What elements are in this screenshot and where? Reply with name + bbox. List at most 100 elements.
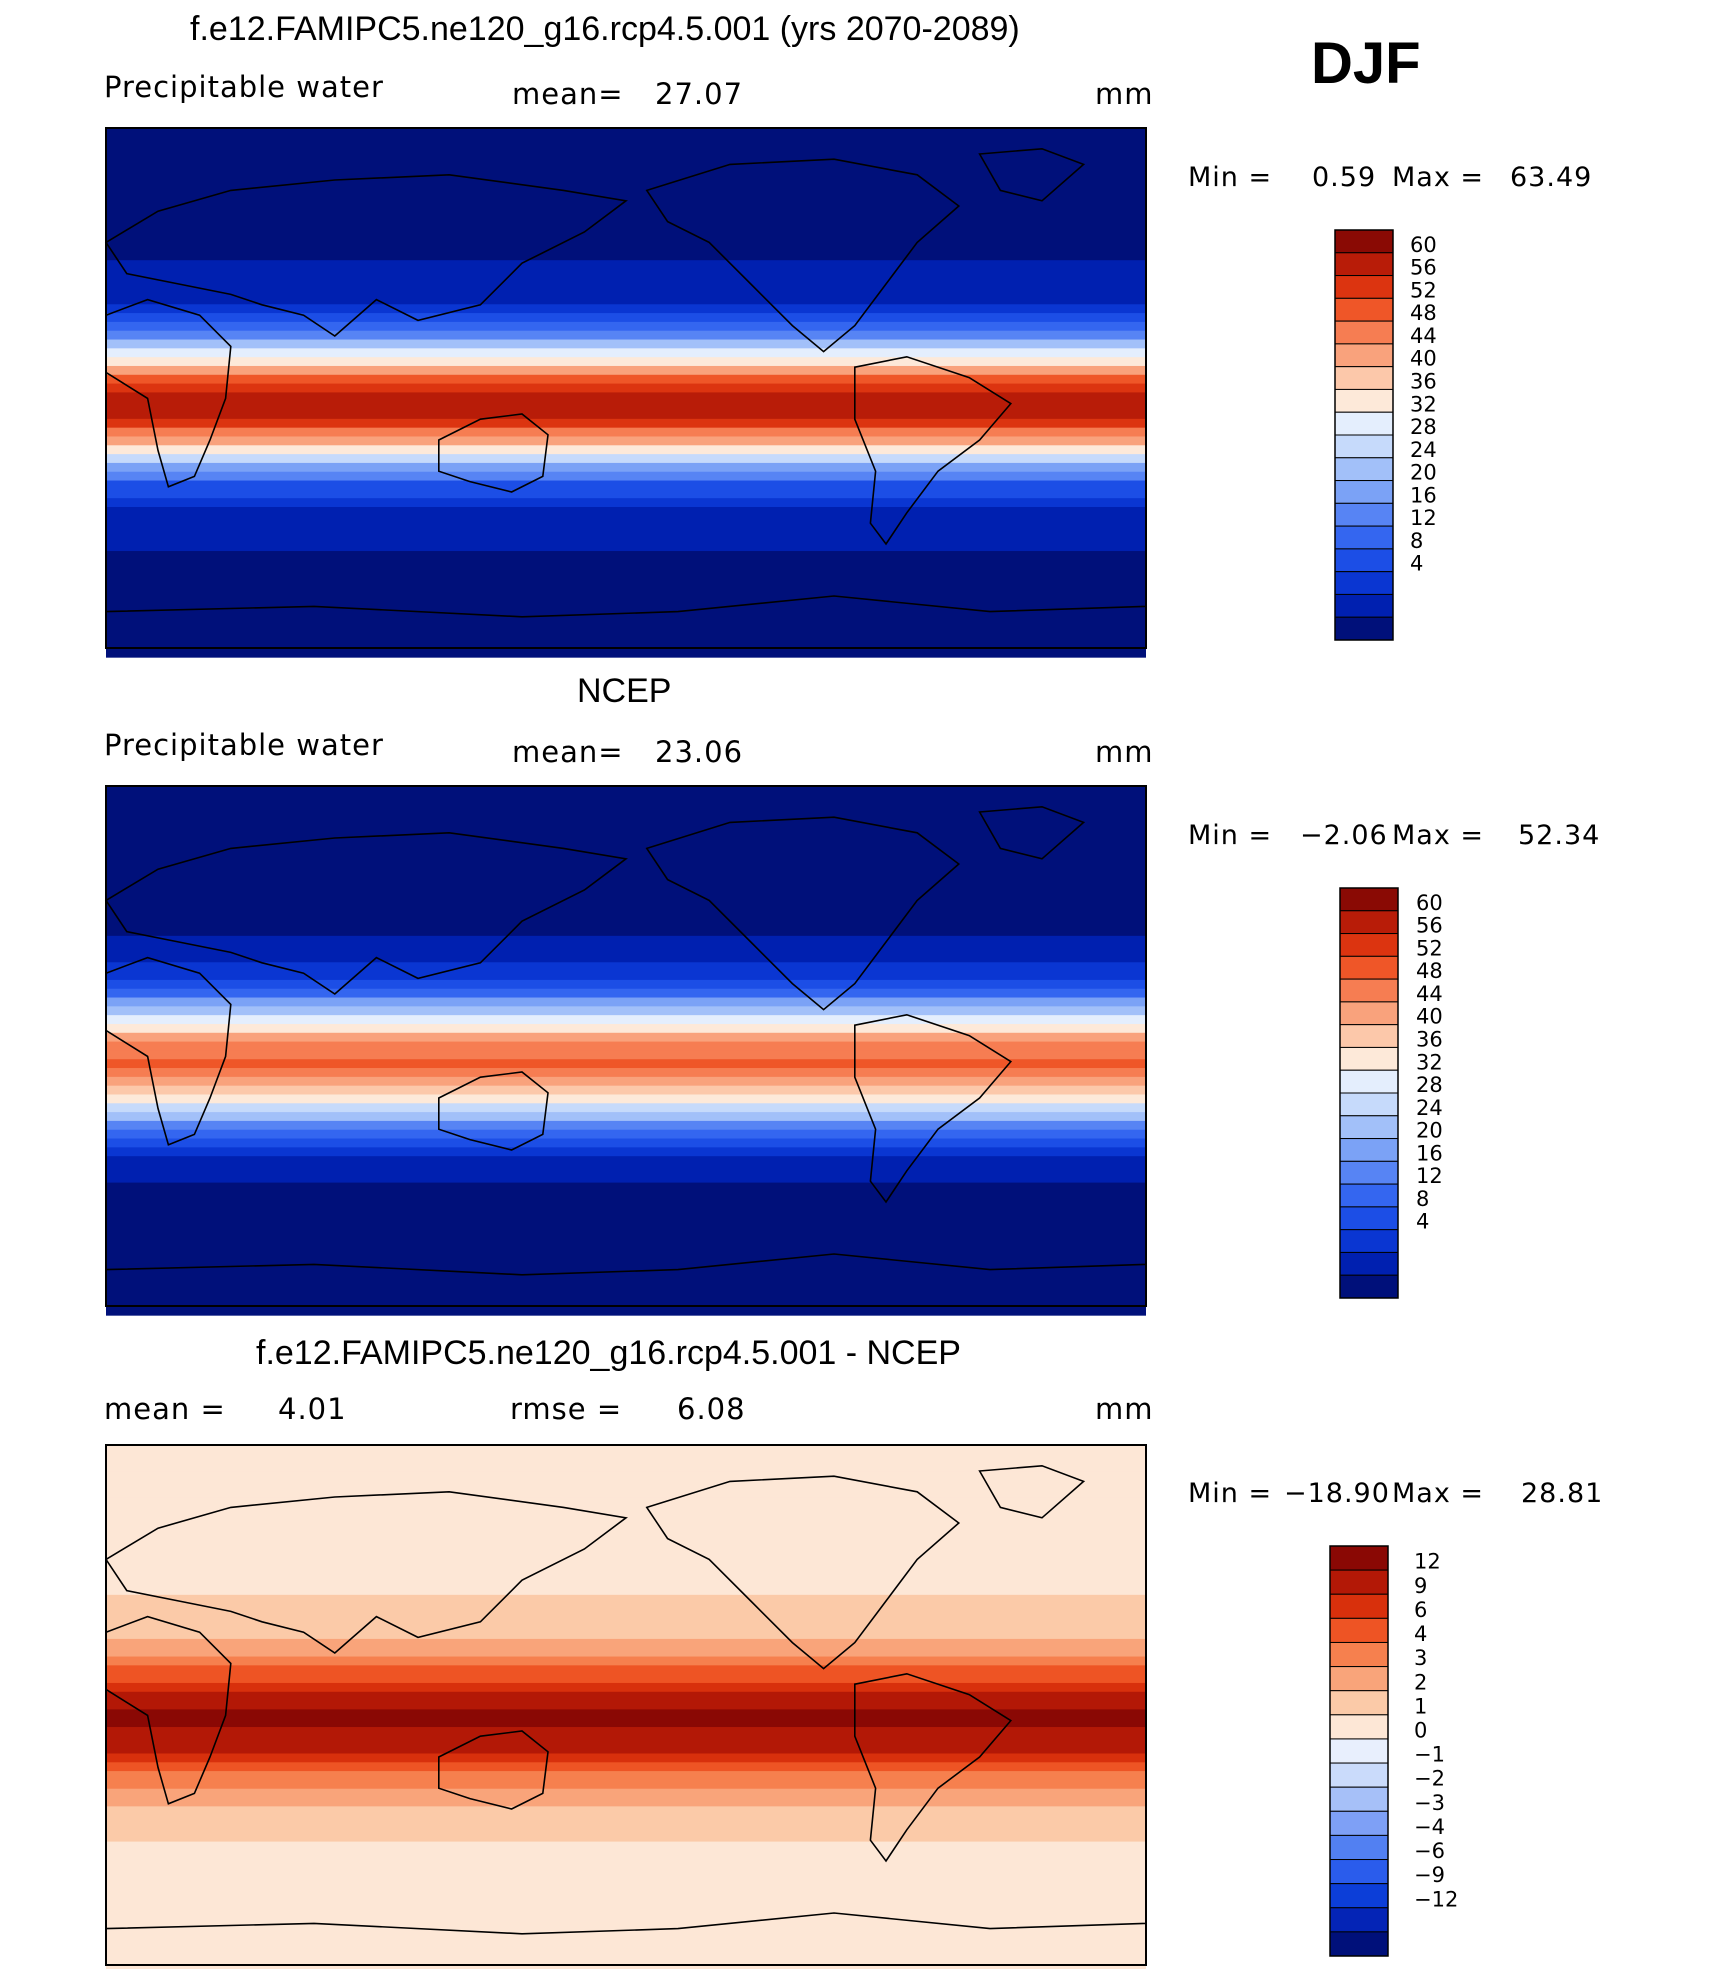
colorbar-tick-label: 40	[1416, 1005, 1443, 1029]
map-band	[106, 269, 1146, 279]
map-band	[106, 542, 1146, 552]
panel2-title: NCEP	[577, 672, 672, 710]
colorbar-cell	[1329, 1714, 1389, 1740]
colorbar-cell	[1339, 887, 1399, 912]
map-band	[106, 180, 1146, 191]
colorbar-tick-label: 20	[1410, 461, 1437, 485]
colorbar-tick-label: 32	[1410, 392, 1437, 416]
panel1-max-label: Max =	[1392, 162, 1485, 193]
colorbar-tick-label: 1	[1414, 1694, 1427, 1718]
map-band	[106, 524, 1146, 535]
panel1-title: f.e12.FAMIPC5.ne120_g16.rcp4.5.001 (yrs …	[190, 10, 1020, 48]
map-band	[106, 1226, 1146, 1237]
map-band	[106, 1903, 1146, 1913]
map-band	[106, 445, 1146, 455]
panel3-max-value: 28.81	[1521, 1478, 1604, 1509]
map-band	[106, 392, 1146, 403]
panel3-rmse-label: rmse =	[510, 1392, 623, 1426]
colorbar-tick-label: −4	[1414, 1815, 1445, 1839]
map-band	[106, 612, 1146, 623]
map-band	[106, 154, 1146, 165]
colorbar-cell	[1334, 457, 1394, 482]
map-band	[106, 1120, 1146, 1131]
colorbar-frame	[1334, 229, 1394, 641]
colorbar-tick-label: 36	[1410, 369, 1437, 393]
colorbar-cell	[1329, 1883, 1389, 1909]
map-band	[106, 1779, 1146, 1790]
colorbar-cell	[1334, 320, 1394, 345]
coastline	[645, 158, 961, 353]
colorbar-tick-label: 44	[1416, 982, 1443, 1006]
colorbar-cell	[1334, 434, 1394, 459]
map-band	[106, 1859, 1146, 1869]
colorbar-cell	[1334, 388, 1394, 413]
colorbar-cell	[1339, 910, 1399, 935]
colorbar-tick-label: 0	[1414, 1719, 1427, 1743]
map-band	[106, 1506, 1146, 1517]
map-band	[106, 136, 1146, 147]
colorbar-tick-label: 6	[1414, 1598, 1427, 1622]
map-band	[106, 436, 1146, 447]
map-band	[106, 1445, 1146, 1455]
colorbar-cell	[1329, 1593, 1389, 1619]
map-band	[106, 586, 1146, 596]
map-band	[106, 233, 1146, 244]
map-band	[106, 812, 1146, 823]
map-band	[106, 551, 1146, 561]
colorbar-cell	[1329, 1738, 1389, 1764]
colorbar-tick-label: 4	[1410, 552, 1423, 576]
panel3-min-value: −18.90	[1284, 1478, 1390, 1509]
coastline	[105, 1912, 1147, 1935]
colorbar-tick-label: −9	[1414, 1863, 1445, 1887]
map-band	[106, 462, 1146, 473]
map-band	[106, 321, 1146, 332]
map-band	[106, 1665, 1146, 1676]
map-band	[106, 979, 1146, 990]
panel3-max-label: Max =	[1392, 1478, 1485, 1509]
map-band	[106, 198, 1146, 209]
map-band	[106, 1085, 1146, 1096]
map-band	[106, 480, 1146, 491]
panel1-mean-label: mean=	[512, 77, 624, 111]
colorbar-tick-label: 48	[1416, 959, 1443, 983]
map-band	[106, 1850, 1146, 1861]
colorbar-tick-label: −6	[1414, 1839, 1445, 1863]
map-band	[106, 559, 1146, 570]
panel3-title: f.e12.FAMIPC5.ne120_g16.rcp4.5.001 - NCE…	[256, 1334, 961, 1372]
map-band	[106, 1041, 1146, 1052]
map-band	[106, 1806, 1146, 1817]
colorbar-tick-label: 20	[1416, 1119, 1443, 1143]
panel2-mean-label: mean=	[512, 735, 624, 769]
colorbar-cell	[1329, 1931, 1389, 1957]
map-band	[106, 515, 1146, 526]
map-band	[106, 1815, 1146, 1825]
map-band	[106, 988, 1146, 999]
map-frame	[105, 785, 1147, 1307]
map-band	[106, 1462, 1146, 1473]
colorbar-tick-label: −1	[1414, 1743, 1445, 1767]
coastline	[978, 805, 1086, 860]
coastline	[437, 1071, 549, 1151]
map-band	[106, 1050, 1146, 1061]
map-band	[106, 1217, 1146, 1228]
map-band	[106, 1718, 1146, 1728]
map-band	[106, 900, 1146, 911]
map-band	[106, 1103, 1146, 1113]
map-band	[106, 1638, 1146, 1649]
map-band	[106, 365, 1146, 376]
coastline	[645, 1475, 961, 1670]
coastline	[437, 413, 549, 493]
map-band	[106, 803, 1146, 814]
map-band	[106, 1691, 1146, 1702]
map-band	[106, 1709, 1146, 1720]
colorbar-frame	[1329, 1545, 1389, 1957]
colorbar-cell	[1334, 571, 1394, 595]
map-band	[106, 172, 1146, 182]
colorbar-cell	[1334, 252, 1394, 277]
map-band	[106, 1621, 1146, 1631]
map-band	[106, 1876, 1146, 1887]
colorbar-cell	[1329, 1666, 1389, 1692]
map-band	[106, 295, 1146, 306]
